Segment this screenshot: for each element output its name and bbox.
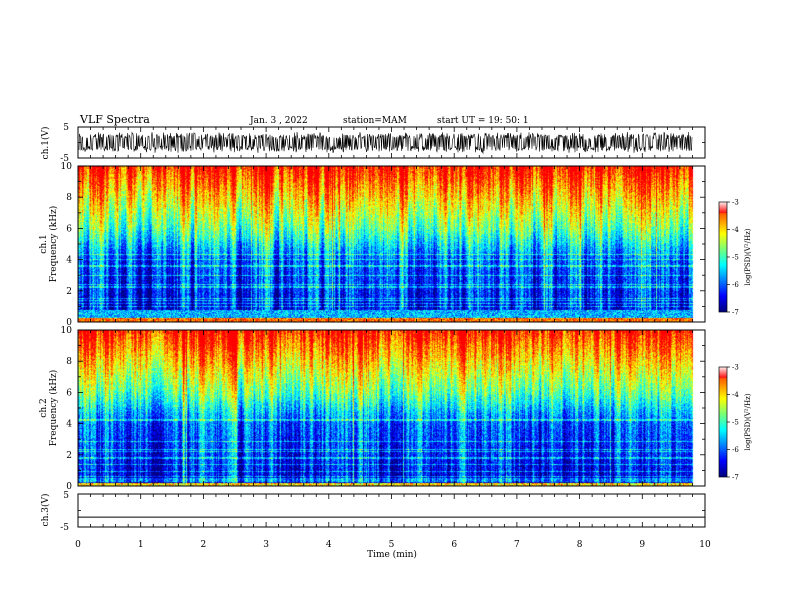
ch3-ytick-bottom: -5 <box>60 523 69 533</box>
time-axis-label: Time (min) <box>367 549 417 560</box>
ch1-spectrogram-ytick-label: 2 <box>66 287 72 297</box>
ch2-spectrogram-ylabel-channel: ch.2 <box>39 398 49 417</box>
ch1-colorbar-label: log(PSD)(V²/Hz) <box>744 228 752 285</box>
ch1-spectrogram-panel: 0 2 4 6 8 10 ch.1 Frequency (kHz) <box>39 162 706 328</box>
ch2-spectrogram-ytick-label: 2 <box>66 451 72 461</box>
ch1-waveform-ticks <box>77 126 706 159</box>
ch1-colorbar-tick-label: -6 <box>732 281 739 289</box>
ch2-colorbar-tick-label: -7 <box>732 474 739 482</box>
figure-title: VLF Spectra <box>79 113 150 126</box>
time-axis-tick-label: 2 <box>201 540 207 550</box>
ch2-spectrogram-ytick-label: 0 <box>66 482 72 492</box>
ch2-spectrogram-ytick-label: 4 <box>66 420 72 430</box>
time-axis-tick-label: 9 <box>639 540 645 550</box>
ch1-ytick-top: 5 <box>63 123 69 133</box>
ch1-colorbar-tick-label: -4 <box>732 226 739 234</box>
time-axis-tick-label: 8 <box>577 540 583 550</box>
station-label: station=MAM <box>343 116 407 126</box>
ch2-colorbar-ticks: -3 -4 -5 -6 -7 <box>727 364 739 482</box>
ch2-spectrogram-ytick-label: 6 <box>66 388 72 398</box>
ch3-ytick-top: 5 <box>63 491 69 501</box>
ch2-colorbar: -3 -4 -5 -6 -7 log(PSD)(V²/Hz) <box>718 364 752 482</box>
ch1-waveform-line <box>78 131 693 155</box>
time-axis-tick-label: 10 <box>699 540 711 550</box>
ch2-colorbar-tick-label: -5 <box>732 419 739 427</box>
ch1-spectrogram-ytick-label: 6 <box>66 224 72 234</box>
ch1-colorbar-tick-label: -7 <box>732 309 739 317</box>
ch2-spectrogram-ticks <box>77 329 706 487</box>
time-axis-tick-label: 3 <box>263 540 269 550</box>
time-axis-tick-label: 4 <box>326 540 332 550</box>
ch2-spectrogram-ytick-label: 8 <box>66 357 72 367</box>
ch3-waveform-panel: 5 -5 ch.3(V) <box>40 491 706 533</box>
ch1-spectrogram-ytick-labels: 0 2 4 6 8 10 <box>61 162 73 328</box>
time-axis-tick-labels: 0 1 2 3 4 5 6 7 8 9 10 <box>75 540 711 550</box>
ch1-colorbar: -3 -4 -5 -6 -7 log(PSD)(V²/Hz) <box>718 199 752 317</box>
time-axis-tick-label: 7 <box>514 540 520 550</box>
ch1-waveform-panel: 5 -5 ch.1(V) <box>40 123 706 164</box>
ch1-spectrogram-image <box>78 166 705 322</box>
ch1-colorbar-gradient <box>719 202 727 312</box>
ch2-spectrogram-ylabel-frequency: Frequency (kHz) <box>48 370 59 447</box>
ch1-ylabel: ch.1(V) <box>40 127 51 160</box>
ch1-spectrogram-ylabel-channel: ch.1 <box>39 234 49 253</box>
time-axis-tick-label: 0 <box>75 540 81 550</box>
ch1-spectrogram-ytick-label: 4 <box>66 256 72 266</box>
ch1-ytick-bottom: -5 <box>60 154 69 164</box>
ch2-spectrogram-panel: 0 2 4 6 8 10 ch.2 Frequency (kHz) <box>39 326 706 492</box>
ch1-spectrogram-ticks <box>77 165 706 323</box>
ch1-colorbar-tick-label: -5 <box>732 254 739 262</box>
ch1-colorbar-ticks: -3 -4 -5 -6 -7 <box>727 199 739 317</box>
ch1-spectrogram-ylabel-frequency: Frequency (kHz) <box>48 206 59 283</box>
time-axis-tick-label: 1 <box>138 540 144 550</box>
ch2-spectrogram-image <box>78 330 705 486</box>
ch2-colorbar-tick-label: -6 <box>732 446 739 454</box>
ch2-colorbar-tick-label: -3 <box>732 364 739 372</box>
ch2-spectrogram-ytick-label: 10 <box>61 326 73 336</box>
start-time-label: start UT = 19: 50: 1 <box>437 116 529 126</box>
ch3-ylabel: ch.3(V) <box>40 494 51 527</box>
ch2-colorbar-tick-label: -4 <box>732 391 739 399</box>
ch1-spectrogram-ytick-label: 8 <box>66 193 72 203</box>
time-axis-tick-label: 6 <box>451 540 457 550</box>
ch1-colorbar-tick-label: -3 <box>732 199 739 207</box>
ch1-spectrogram-ytick-label: 10 <box>61 162 73 172</box>
time-axis-tick-label: 5 <box>389 540 395 550</box>
ch2-colorbar-gradient <box>719 367 727 477</box>
ch1-spectrogram-ytick-label: 0 <box>66 318 72 328</box>
date-label: Jan. 3 , 2022 <box>249 116 308 126</box>
ch2-colorbar-label: log(PSD)(V²/Hz) <box>744 393 752 450</box>
ch3-waveform-ticks <box>77 493 706 528</box>
ch2-spectrogram-ytick-labels: 0 2 4 6 8 10 <box>61 326 73 492</box>
